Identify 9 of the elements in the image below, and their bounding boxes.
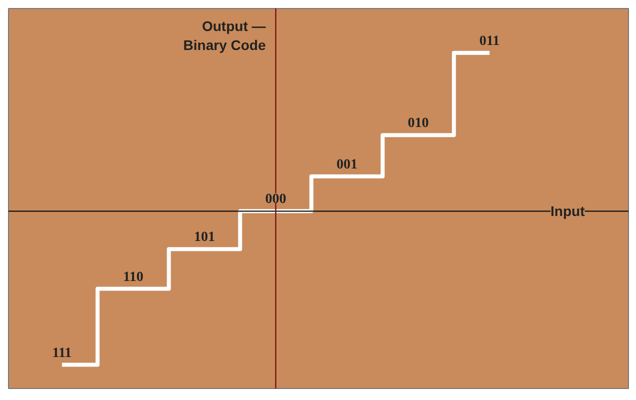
x-axis-title: Input	[550, 203, 586, 220]
annotation: 001	[336, 157, 358, 172]
annotation: 111	[52, 346, 72, 361]
text: 011	[479, 34, 500, 49]
annotation: 000	[265, 192, 286, 208]
annotation: 101	[194, 230, 215, 246]
annotation: 110	[123, 270, 144, 285]
y-axis-title: Output — Binary Code	[183, 18, 266, 54]
annotation: 010	[408, 116, 429, 132]
